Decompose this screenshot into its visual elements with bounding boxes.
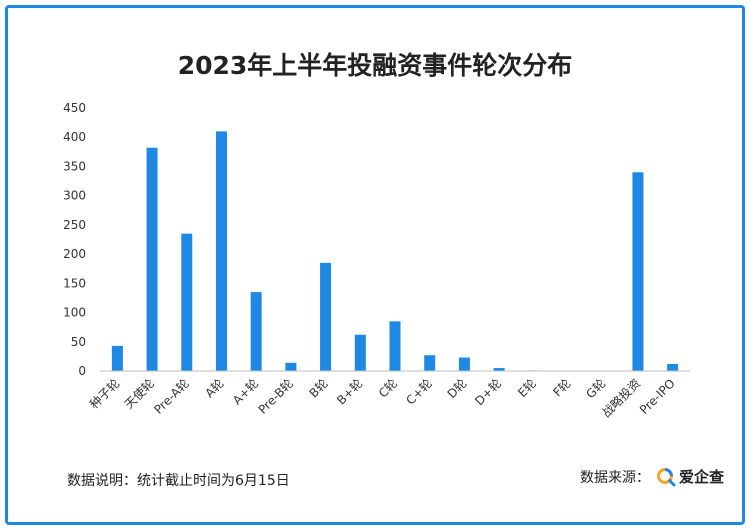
x-tick-label: B轮 xyxy=(307,376,331,400)
bar xyxy=(285,362,297,371)
y-tick-label: 200 xyxy=(63,247,86,261)
x-tick-label: G轮 xyxy=(583,376,608,401)
chart-title: 2023年上半年投融资事件轮次分布 xyxy=(177,51,573,80)
bars xyxy=(111,131,679,371)
y-tick-label: 100 xyxy=(63,306,86,320)
bar xyxy=(424,355,436,371)
x-tick-label: 战略投资 xyxy=(599,376,644,421)
bar xyxy=(215,131,227,371)
x-tick-label: A轮 xyxy=(202,376,226,400)
brand-logo: 爱企查 xyxy=(656,466,724,487)
bar xyxy=(389,321,401,371)
y-tick-label: 400 xyxy=(63,130,86,144)
x-tick-label: Pre-B轮 xyxy=(256,376,296,416)
x-tick-label: B+轮 xyxy=(334,376,365,407)
bar xyxy=(458,357,470,371)
x-tick-label: E轮 xyxy=(515,376,539,400)
bar xyxy=(632,172,644,371)
x-tick-label: D+轮 xyxy=(472,376,504,408)
bar xyxy=(493,368,505,371)
y-tick-label: 350 xyxy=(63,159,86,173)
y-axis: 0 50 100 150 200 250 300 350 400 450 xyxy=(63,101,86,378)
data-note: 数据说明：统计截止时间为6月15日 xyxy=(67,473,290,489)
bar xyxy=(354,334,366,371)
x-tick-label: D轮 xyxy=(445,376,470,401)
brand-name: 爱企查 xyxy=(678,468,724,486)
x-tick-label: C+轮 xyxy=(403,376,434,407)
y-tick-label: 0 xyxy=(78,364,86,378)
bar xyxy=(181,233,193,371)
x-tick-label: F轮 xyxy=(550,376,573,399)
y-tick-label: 250 xyxy=(63,218,86,232)
y-tick-label: 50 xyxy=(71,335,86,349)
bar xyxy=(667,363,679,371)
data-source: 数据来源： 爱企查 xyxy=(580,466,724,487)
x-tick-label: C轮 xyxy=(376,376,400,400)
y-tick-label: 300 xyxy=(63,189,86,203)
x-tick-label: Pre-IPO xyxy=(637,376,678,417)
chart-frame xyxy=(5,5,745,525)
bar xyxy=(320,262,332,371)
x-tick-label: A+轮 xyxy=(230,376,261,407)
bar xyxy=(250,292,262,371)
x-tick-label: 种子轮 xyxy=(87,376,122,411)
bar xyxy=(111,345,123,371)
source-label: 数据来源： xyxy=(579,469,650,486)
magnifier-logo-icon xyxy=(656,467,676,487)
x-tick-label: Pre-A轮 xyxy=(151,376,192,417)
y-tick-label: 150 xyxy=(63,276,86,290)
y-tick-label: 450 xyxy=(63,101,86,115)
bar xyxy=(146,147,158,371)
